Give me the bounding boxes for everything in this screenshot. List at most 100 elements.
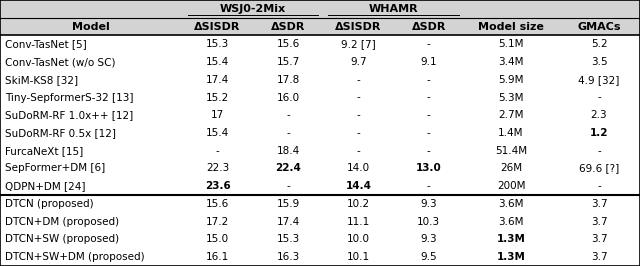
Text: 4.9 [32]: 4.9 [32]	[579, 75, 620, 85]
Text: 1.3M: 1.3M	[497, 234, 525, 244]
Text: 1.4M: 1.4M	[499, 128, 524, 138]
Text: 5.3M: 5.3M	[499, 93, 524, 102]
Text: FurcaNeXt [15]: FurcaNeXt [15]	[5, 146, 83, 156]
Text: QDPN+DM [24]: QDPN+DM [24]	[5, 181, 86, 191]
Text: SuDoRM-RF 1.0x++ [12]: SuDoRM-RF 1.0x++ [12]	[5, 110, 133, 120]
Text: 13.0: 13.0	[416, 164, 442, 173]
Text: -: -	[356, 75, 360, 85]
Text: 26M: 26M	[500, 164, 522, 173]
Text: 9.3: 9.3	[420, 199, 437, 209]
Text: 16.0: 16.0	[276, 93, 300, 102]
Text: ΔSDR: ΔSDR	[412, 22, 446, 32]
Text: -: -	[427, 75, 431, 85]
Text: 69.6 [?]: 69.6 [?]	[579, 164, 619, 173]
Text: -: -	[427, 181, 431, 191]
Text: 51.4M: 51.4M	[495, 146, 527, 156]
Text: -: -	[427, 128, 431, 138]
Text: Tiny-SepformerS-32 [13]: Tiny-SepformerS-32 [13]	[5, 93, 134, 102]
Text: DTCN+SW+DM (proposed): DTCN+SW+DM (proposed)	[5, 252, 145, 262]
Text: 9.3: 9.3	[420, 234, 437, 244]
Text: 10.1: 10.1	[347, 252, 370, 262]
Text: -: -	[427, 110, 431, 120]
Text: -: -	[286, 110, 290, 120]
Text: -: -	[597, 146, 601, 156]
Text: 14.4: 14.4	[346, 181, 371, 191]
Text: 3.7: 3.7	[591, 234, 607, 244]
Text: 15.3: 15.3	[206, 39, 229, 49]
Text: 10.0: 10.0	[347, 234, 370, 244]
Text: GMACs: GMACs	[577, 22, 621, 32]
Text: Model: Model	[72, 22, 110, 32]
Text: 3.7: 3.7	[591, 199, 607, 209]
Text: 17.2: 17.2	[206, 217, 229, 227]
Text: 3.4M: 3.4M	[499, 57, 524, 67]
Text: -: -	[427, 146, 431, 156]
Text: 15.4: 15.4	[206, 128, 229, 138]
Text: ΔSISDR: ΔSISDR	[195, 22, 241, 32]
Text: 15.6: 15.6	[206, 199, 229, 209]
Text: 15.2: 15.2	[206, 93, 229, 102]
Text: 23.6: 23.6	[205, 181, 230, 191]
Text: SepFormer+DM [6]: SepFormer+DM [6]	[5, 164, 106, 173]
Text: 3.6M: 3.6M	[499, 199, 524, 209]
Text: 11.1: 11.1	[347, 217, 370, 227]
Text: ΔSDR: ΔSDR	[271, 22, 305, 32]
Text: -: -	[597, 93, 601, 102]
Text: 15.4: 15.4	[206, 57, 229, 67]
Text: 3.7: 3.7	[591, 217, 607, 227]
Text: -: -	[427, 93, 431, 102]
Text: 17: 17	[211, 110, 224, 120]
Text: 15.7: 15.7	[276, 57, 300, 67]
Text: 15.0: 15.0	[206, 234, 229, 244]
Text: -: -	[427, 39, 431, 49]
Text: WSJ0-2Mix: WSJ0-2Mix	[220, 4, 286, 14]
Text: 14.0: 14.0	[347, 164, 370, 173]
Text: 2.7M: 2.7M	[499, 110, 524, 120]
Text: Model size: Model size	[478, 22, 544, 32]
Text: Conv-TasNet (w/o SC): Conv-TasNet (w/o SC)	[5, 57, 116, 67]
Text: 2.3: 2.3	[591, 110, 607, 120]
Text: 15.3: 15.3	[276, 234, 300, 244]
Text: 3.6M: 3.6M	[499, 217, 524, 227]
Bar	[0, 18, 640, 35]
Text: Conv-TasNet [5]: Conv-TasNet [5]	[5, 39, 87, 49]
Text: 5.1M: 5.1M	[499, 39, 524, 49]
Text: -: -	[356, 128, 360, 138]
Text: 5.9M: 5.9M	[499, 75, 524, 85]
Text: -: -	[356, 146, 360, 156]
Text: 18.4: 18.4	[276, 146, 300, 156]
Text: -: -	[216, 146, 220, 156]
Text: DTCN+SW (proposed): DTCN+SW (proposed)	[5, 234, 119, 244]
Text: -: -	[286, 181, 290, 191]
Text: 1.2: 1.2	[590, 128, 608, 138]
Text: 15.9: 15.9	[276, 199, 300, 209]
Text: 15.6: 15.6	[276, 39, 300, 49]
Text: ΔSISDR: ΔSISDR	[335, 22, 381, 32]
Text: WHAMR: WHAMR	[369, 4, 419, 14]
Text: 22.4: 22.4	[275, 164, 301, 173]
Text: 17.4: 17.4	[206, 75, 229, 85]
Text: 16.1: 16.1	[206, 252, 229, 262]
Text: 3.5: 3.5	[591, 57, 607, 67]
Text: DTCN+DM (proposed): DTCN+DM (proposed)	[5, 217, 119, 227]
Text: -: -	[286, 128, 290, 138]
Text: -: -	[597, 181, 601, 191]
Text: -: -	[356, 110, 360, 120]
Text: 17.8: 17.8	[276, 75, 300, 85]
Text: 10.2: 10.2	[347, 199, 370, 209]
Text: 5.2: 5.2	[591, 39, 607, 49]
Text: 3.7: 3.7	[591, 252, 607, 262]
Text: 22.3: 22.3	[206, 164, 229, 173]
Text: 10.3: 10.3	[417, 217, 440, 227]
Text: 9.2 [7]: 9.2 [7]	[341, 39, 376, 49]
Text: 9.1: 9.1	[420, 57, 437, 67]
Text: 1.3M: 1.3M	[497, 252, 525, 262]
Text: 17.4: 17.4	[276, 217, 300, 227]
Text: 200M: 200M	[497, 181, 525, 191]
Text: 9.7: 9.7	[350, 57, 367, 67]
Text: SkiM-KS8 [32]: SkiM-KS8 [32]	[5, 75, 78, 85]
Text: -: -	[356, 93, 360, 102]
Bar	[0, 0, 640, 18]
Text: SuDoRM-RF 0.5x [12]: SuDoRM-RF 0.5x [12]	[5, 128, 116, 138]
Text: 16.3: 16.3	[276, 252, 300, 262]
